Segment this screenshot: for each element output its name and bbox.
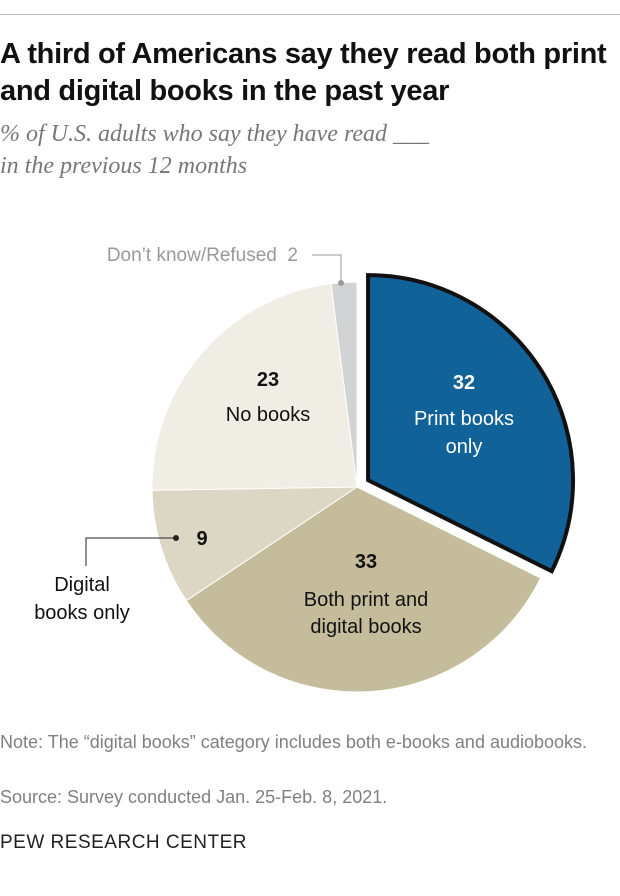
dk-leader-line bbox=[312, 254, 342, 283]
brand-logo-text: PEW RESEARCH CENTER bbox=[0, 832, 248, 853]
digital-leader-line bbox=[85, 537, 176, 566]
dk-label: Don’t know/Refused 2 bbox=[107, 245, 298, 266]
pie-slice-digital-books-only bbox=[151, 486, 359, 602]
pie-slice-print-books-only bbox=[366, 273, 576, 574]
chart-subtitle: % of U.S. adults who say they have read … bbox=[0, 118, 429, 182]
print-value-label: 32 bbox=[453, 372, 475, 394]
subtitle-line-2: in the previous 12 months bbox=[0, 153, 248, 179]
subtitle-line-1: % of U.S. adults who say they have read … bbox=[0, 121, 430, 147]
chart-source: Source: Survey conducted Jan. 25-Feb. 8,… bbox=[0, 787, 388, 807]
print-category-label-2: only bbox=[446, 436, 483, 458]
both-category-label: Both print and bbox=[304, 589, 429, 611]
chart-note: Note: The “digital books” category inclu… bbox=[0, 732, 588, 752]
pie-slice-both-print-and-digital-books bbox=[185, 486, 542, 693]
both-category-label-2: digital books bbox=[310, 616, 421, 638]
digital-category-label: Digital bbox=[54, 574, 110, 596]
digital-value-label: 9 bbox=[196, 528, 207, 550]
pie-slice-no-books bbox=[151, 283, 358, 491]
digital-category-label-2: books only bbox=[34, 602, 130, 624]
pie-slice-don-t-know-refused bbox=[330, 281, 358, 488]
dk-leader-dot bbox=[338, 280, 344, 286]
none-category-label: No books bbox=[226, 404, 311, 426]
chart-title: A third of Americans say they read both … bbox=[0, 38, 607, 107]
digital-leader-dot bbox=[173, 535, 179, 541]
print-category-label: Print books bbox=[414, 408, 514, 430]
none-value-label: 23 bbox=[257, 369, 279, 391]
top-rule bbox=[0, 14, 620, 15]
both-value-label: 33 bbox=[355, 551, 377, 573]
